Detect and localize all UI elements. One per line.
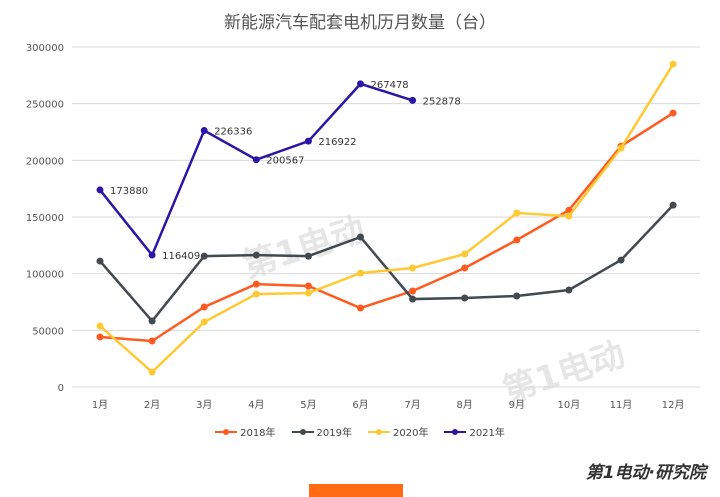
data-point (96, 333, 104, 341)
data-point (565, 212, 573, 220)
y-tick-label: 200000 (26, 156, 64, 167)
data-point (409, 287, 417, 295)
data-point (357, 233, 364, 241)
data-point (513, 292, 521, 300)
data-label: 226336 (214, 126, 252, 137)
x-tick-label: 7月 (404, 399, 420, 411)
data-label: 116409 (162, 251, 200, 262)
data-point (565, 286, 573, 294)
legend-label: 2019年 (316, 428, 352, 439)
data-label: 216922 (318, 137, 356, 148)
legend-swatch (368, 428, 390, 435)
y-tick-label: 50000 (32, 326, 64, 337)
data-point (357, 80, 364, 88)
data-point (669, 201, 677, 209)
data-point (669, 109, 677, 117)
x-tick-label: 6月 (352, 399, 368, 411)
series-line-2020年 (99, 63, 675, 374)
x-tick-label: 2月 (144, 399, 160, 411)
data-point (148, 337, 156, 345)
legend-swatch (444, 428, 467, 435)
data-point (252, 156, 260, 164)
legend-item[interactable]: 2020年 (368, 424, 428, 439)
legend-item[interactable]: 2018年 (215, 424, 276, 439)
data-point (200, 303, 208, 311)
data-point (252, 290, 260, 298)
data-point (252, 251, 260, 259)
data-point (148, 251, 156, 259)
data-label: 200567 (266, 156, 304, 167)
y-tick-label: 300000 (26, 43, 64, 54)
x-tick-label: 4月 (248, 399, 264, 411)
data-point (148, 368, 156, 376)
data-label: 173880 (110, 186, 148, 197)
legend-label: 2018年 (240, 428, 276, 439)
data-point (409, 295, 417, 303)
x-tick-label: 5月 (300, 399, 316, 411)
x-tick-label: 8月 (457, 399, 473, 411)
legend-swatch (215, 428, 238, 435)
data-point (409, 264, 417, 272)
footer-logo: 第1电动·研究院 (585, 463, 706, 483)
series-line-2019年 (99, 204, 675, 323)
data-point (461, 250, 469, 258)
x-tick-label: 12月 (662, 399, 685, 411)
x-tick-label: 11月 (610, 399, 633, 411)
data-point (304, 137, 312, 145)
data-point (304, 252, 312, 260)
legend-item[interactable]: 2019年 (291, 424, 352, 439)
legend-label: 2021年 (469, 428, 505, 439)
legend-swatch (291, 428, 314, 435)
x-tick-label: 10月 (558, 399, 581, 411)
data-point (513, 236, 521, 244)
legend-label: 2020年 (393, 428, 429, 439)
footer-accent-bar (309, 484, 403, 497)
series-line-2018年 (99, 112, 674, 343)
y-tick-label: 250000 (26, 100, 64, 111)
data-point (409, 96, 417, 104)
data-point (669, 60, 677, 68)
data-point (96, 257, 104, 265)
y-tick-label: 100000 (26, 270, 64, 281)
data-point (617, 256, 625, 264)
data-label: 267478 (371, 80, 409, 91)
y-tick-label: 0 (58, 383, 64, 394)
y-tick-label: 150000 (26, 213, 64, 224)
legend-item[interactable]: 2021年 (444, 424, 505, 439)
data-point (148, 317, 156, 325)
x-tick-label: 3月 (196, 399, 212, 411)
data-point (304, 289, 312, 297)
data-point (357, 304, 364, 312)
data-point (200, 318, 208, 326)
data-point (200, 252, 208, 260)
data-point (252, 280, 260, 288)
series-line-2021年 (99, 82, 413, 258)
legend: 2018年 2019年 2020年 2021年 (0, 424, 720, 439)
x-tick-label: 9月 (509, 399, 525, 411)
data-point (304, 282, 312, 290)
data-point (513, 209, 521, 217)
data-point (357, 269, 364, 277)
data-label: 252878 (423, 96, 461, 107)
data-point (96, 322, 104, 330)
x-tick-label: 1月 (92, 399, 108, 411)
chart-title: 新能源汽车配套电机历月数量（台） (224, 13, 496, 33)
data-point (617, 144, 625, 152)
data-point (461, 264, 469, 272)
data-point (461, 294, 469, 302)
data-point (96, 186, 104, 194)
data-point (200, 126, 208, 134)
